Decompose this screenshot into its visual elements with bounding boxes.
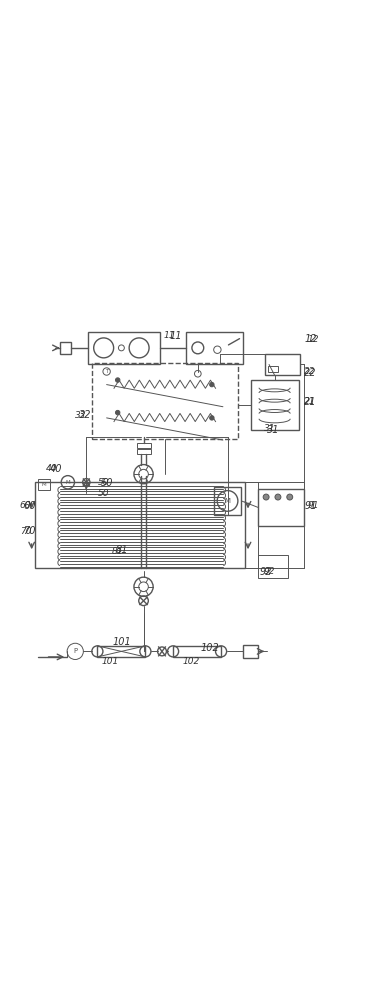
Bar	[265, 354, 301, 375]
Text: 101: 101	[101, 657, 118, 666]
Circle shape	[115, 378, 120, 382]
Text: 60: 60	[23, 501, 36, 511]
Text: 32: 32	[75, 411, 87, 420]
Text: 91: 91	[304, 501, 317, 511]
Text: 31: 31	[267, 425, 280, 435]
Text: 70: 70	[20, 527, 31, 536]
Circle shape	[115, 410, 120, 415]
Text: T: T	[105, 369, 108, 374]
Text: 40: 40	[46, 464, 57, 473]
Circle shape	[210, 382, 214, 387]
Circle shape	[275, 494, 281, 500]
Text: 92: 92	[263, 567, 275, 576]
Bar	[35, 482, 245, 568]
Text: 12: 12	[304, 334, 317, 344]
Text: M: M	[225, 498, 231, 504]
Bar	[243, 645, 258, 658]
Bar	[268, 366, 278, 372]
Text: 22: 22	[304, 367, 316, 376]
Text: 92: 92	[260, 567, 272, 577]
Text: 40: 40	[49, 464, 62, 474]
Text: 32: 32	[79, 410, 92, 420]
Text: M: M	[42, 482, 46, 487]
Bar	[173, 646, 221, 657]
Bar	[137, 443, 151, 448]
Text: 60: 60	[20, 501, 31, 510]
Circle shape	[287, 494, 293, 500]
Text: 11: 11	[164, 331, 175, 340]
Text: 81: 81	[112, 547, 124, 556]
Bar	[92, 363, 238, 439]
Text: 22: 22	[304, 368, 317, 378]
Text: 31: 31	[263, 424, 275, 433]
Bar	[137, 449, 151, 454]
Bar	[97, 646, 145, 657]
Bar	[258, 489, 304, 526]
Text: 81: 81	[116, 545, 128, 555]
Text: 21: 21	[304, 397, 317, 407]
Text: M: M	[65, 480, 70, 485]
Circle shape	[210, 416, 214, 420]
Bar	[214, 487, 241, 515]
Circle shape	[263, 494, 269, 500]
Bar	[38, 479, 50, 490]
Bar	[186, 332, 243, 364]
Text: 12: 12	[308, 335, 319, 344]
Text: 11: 11	[169, 331, 182, 341]
Bar	[258, 555, 288, 578]
Text: 50: 50	[101, 478, 113, 488]
Bar	[88, 332, 160, 364]
Bar	[251, 380, 299, 430]
Text: 101: 101	[112, 637, 131, 647]
Text: 70: 70	[23, 526, 36, 536]
Text: 21: 21	[304, 397, 316, 406]
Text: 102: 102	[201, 643, 219, 653]
Text: 102: 102	[182, 657, 199, 666]
Text: P: P	[73, 648, 77, 654]
Text: 50: 50	[97, 489, 109, 498]
Bar	[61, 342, 71, 354]
Text: 91: 91	[308, 501, 319, 510]
Text: 50: 50	[97, 478, 109, 487]
